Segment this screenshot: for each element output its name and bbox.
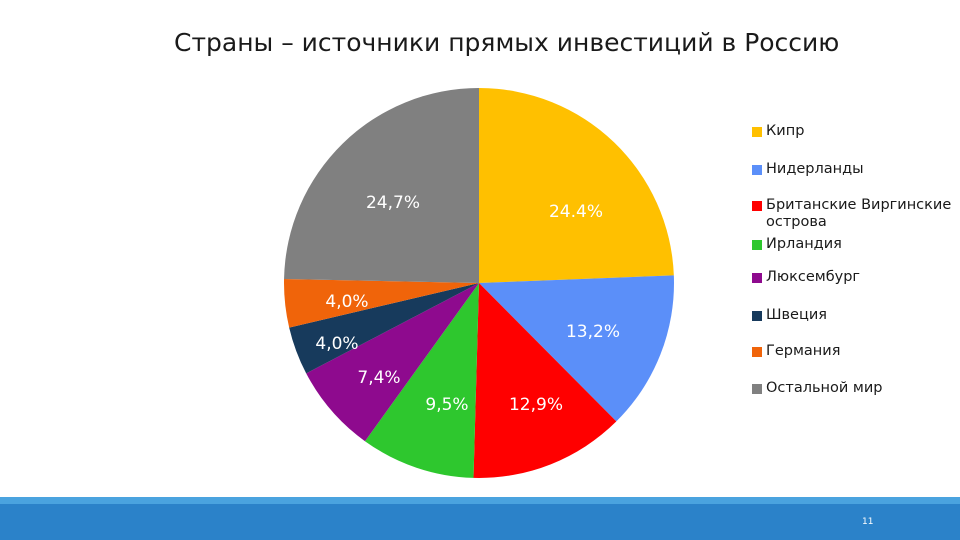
slice-data-label: 24.4% (549, 202, 603, 222)
pie-slice (289, 283, 479, 374)
legend-item: Нидерланды (752, 161, 864, 178)
legend-label: Нидерланды (766, 161, 864, 177)
pie-slice (284, 88, 479, 283)
slice-data-label: 12,9% (509, 395, 563, 415)
legend-label: Люксембург (766, 269, 861, 285)
legend-swatch (752, 165, 762, 175)
pie-slice (283, 279, 479, 328)
legend-swatch (752, 127, 762, 137)
legend-swatch (752, 384, 762, 394)
slice-data-label: 4,0% (315, 334, 358, 354)
legend-label: Ирландия (766, 236, 842, 252)
pie-slice (479, 88, 674, 283)
pie-slice (479, 275, 675, 422)
legend-item: Кипр (752, 123, 804, 140)
pie-slice (364, 283, 479, 478)
legend-swatch (752, 273, 762, 283)
legend-label: Остальной мир (766, 380, 883, 396)
legend-swatch (752, 201, 762, 211)
legend-item: Британские Виргинские острова (752, 197, 957, 231)
legend-swatch (752, 347, 762, 357)
footer-bar (0, 504, 960, 540)
legend-label: Кипр (766, 123, 805, 139)
slide-title: Страны – источники прямых инвестиций в Р… (174, 28, 840, 57)
legend-item: Ирландия (752, 236, 842, 253)
legend-label: Германия (766, 343, 841, 359)
page-number: 11 (862, 517, 874, 527)
legend-item: Люксембург (752, 269, 860, 286)
pie-slice (306, 283, 479, 442)
legend-label: Швеция (766, 307, 827, 323)
slice-data-label: 9,5% (425, 395, 468, 415)
legend-swatch (752, 311, 762, 321)
legend-label: Британские Виргинские острова (766, 197, 952, 230)
legend-item: Швеция (752, 307, 827, 324)
legend-item: Германия (752, 343, 840, 360)
slice-data-label: 4,0% (325, 292, 368, 312)
pie-slice (473, 283, 617, 478)
slice-data-label: 24,7% (366, 193, 420, 213)
slice-data-label: 13,2% (566, 322, 620, 342)
footer-stripe (0, 497, 960, 504)
legend-item: Остальной мир (752, 380, 882, 397)
legend-swatch (752, 240, 762, 250)
slice-data-label: 7,4% (357, 368, 400, 388)
